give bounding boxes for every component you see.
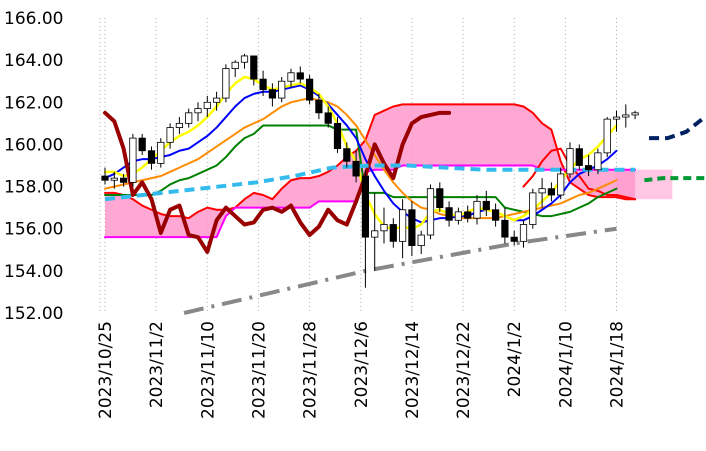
candle-body	[473, 200, 481, 219]
x-tick-label: 2023/12/22	[454, 321, 474, 419]
support-dashdot-line	[183, 226, 617, 315]
candle-body	[203, 101, 211, 110]
candle-body	[566, 148, 574, 175]
candle-body	[324, 112, 332, 124]
trend-dashed-line	[104, 163, 636, 202]
candle-body	[343, 148, 351, 162]
candle-body	[389, 224, 397, 242]
x-tick-label: 2023/11/2	[147, 321, 167, 408]
candlesticks	[101, 53, 639, 288]
x-tick-label: 2023/11/10	[198, 321, 218, 419]
candle-body	[398, 209, 407, 242]
candle-body	[305, 78, 314, 101]
candle-body	[436, 188, 444, 209]
candle-body	[296, 72, 304, 80]
x-axis-ticks: 2023/10/25 2023/11/2 2023/11/10 2023/11/20 2…	[96, 321, 628, 419]
candle-body	[268, 89, 277, 99]
candle-body	[380, 224, 388, 232]
candle-body	[101, 175, 109, 181]
candle-body	[212, 97, 221, 103]
forecast-dashed-line	[649, 115, 706, 141]
candle-body	[352, 160, 360, 177]
y-tick-label: 164.00	[4, 51, 63, 71]
candle-body	[361, 175, 370, 238]
kijun-forward-line	[522, 147, 637, 201]
candle-body	[408, 209, 416, 246]
candle-body	[575, 148, 583, 166]
x-tick-label: 2023/11/28	[301, 321, 321, 419]
candle-body	[371, 230, 379, 238]
candle-body	[185, 112, 193, 124]
candle-body	[110, 177, 118, 181]
candle-body	[594, 152, 602, 171]
x-tick-label: 2023/12/14	[403, 321, 423, 419]
candle-body	[501, 219, 509, 238]
candle-body	[147, 150, 156, 164]
candle-body	[491, 209, 500, 221]
candle-body	[278, 80, 286, 99]
chikou-line	[103, 110, 452, 254]
candle-body	[482, 200, 490, 211]
x-tick-label: 2024/1/10	[556, 321, 576, 408]
candle-body	[417, 234, 425, 246]
candle-body	[557, 173, 565, 196]
candle-body	[120, 177, 128, 183]
candle-body	[603, 118, 611, 154]
candle-body	[426, 188, 435, 236]
candle-body	[194, 108, 202, 114]
y-axis-ticks: 152.00 154.00 156.00 158.00 160.00 162.00 164.…	[4, 9, 63, 324]
candle-body	[612, 116, 621, 120]
y-tick-label: 166.00	[4, 9, 63, 29]
candle-body	[231, 61, 239, 69]
y-tick-label: 154.00	[4, 262, 63, 282]
y-tick-label: 158.00	[4, 178, 63, 198]
candle-body	[622, 114, 630, 118]
span-a-line	[104, 103, 637, 220]
candle-body	[240, 55, 249, 63]
x-tick-label: 2023/12/6	[352, 321, 372, 408]
candle-body	[538, 188, 546, 194]
y-tick-label: 162.00	[4, 93, 63, 113]
candle-body	[157, 141, 165, 164]
candle-body	[129, 137, 137, 183]
x-tick-label: 2023/11/20	[249, 321, 269, 419]
candle-body	[454, 211, 463, 221]
candle-body	[287, 72, 295, 82]
x-tick-label: 2024/1/2	[505, 321, 525, 397]
forecast-green-line	[644, 176, 705, 183]
candle-body	[175, 122, 183, 128]
indicator-lines	[103, 75, 706, 315]
candle-body	[510, 236, 518, 242]
candle-body	[529, 192, 537, 225]
candle-body	[464, 211, 472, 219]
candle-body	[138, 137, 146, 152]
candle-body	[585, 165, 593, 171]
candle-body	[445, 207, 453, 221]
x-tick-label: 2024/1/18	[608, 321, 628, 408]
y-tick-label: 160.00	[4, 135, 63, 155]
y-tick-label: 152.00	[4, 304, 63, 324]
candle-body	[333, 122, 342, 150]
candle-body	[519, 224, 528, 242]
cloud-forecast-area	[616, 169, 673, 200]
candle-body	[166, 127, 174, 143]
candle-body	[631, 112, 639, 116]
candle-body	[250, 55, 258, 80]
candle-body	[547, 188, 556, 196]
x-tick-label: 2023/10/25	[96, 321, 116, 419]
y-tick-label: 156.00	[4, 220, 63, 240]
candle-body	[222, 68, 230, 99]
candle-body	[315, 99, 323, 114]
candle-body	[259, 78, 267, 91]
